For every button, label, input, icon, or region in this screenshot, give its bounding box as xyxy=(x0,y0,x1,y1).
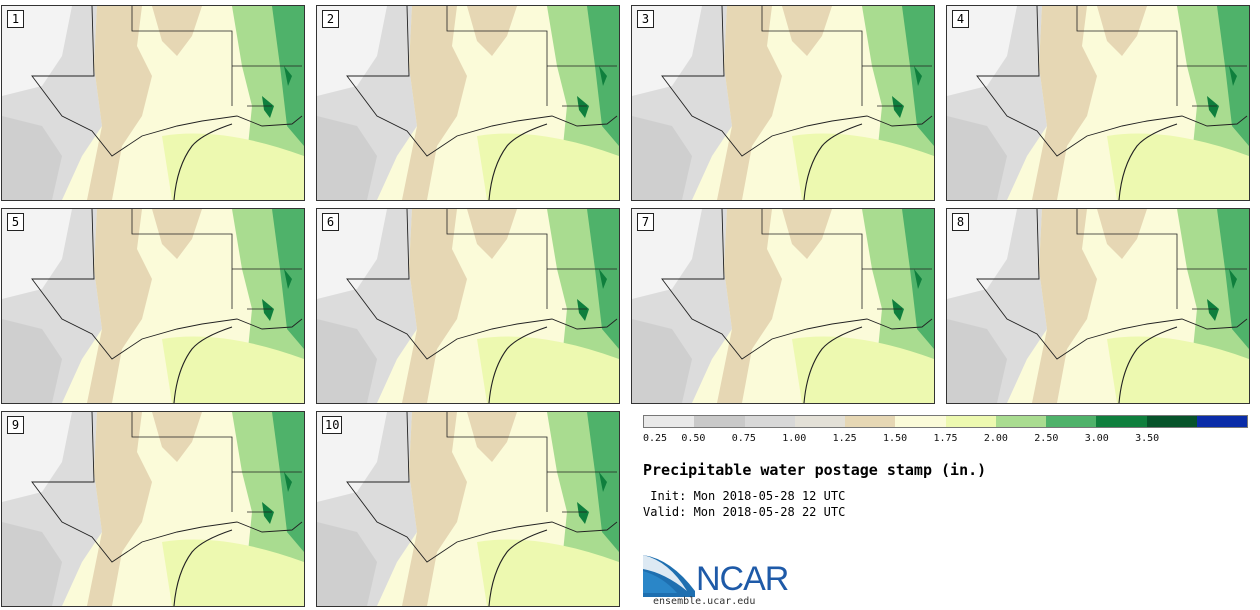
stamp-panel: 7 xyxy=(631,208,935,404)
colorbar-tick-label: 2.00 xyxy=(983,433,1008,444)
stamp-panel: 9 xyxy=(1,411,305,607)
member-number: 7 xyxy=(637,213,654,231)
colorbar-tick-label: 3.00 xyxy=(1084,433,1109,444)
colorbar-tick-label: 0.75 xyxy=(731,433,756,444)
colorbar-tick-label: 1.25 xyxy=(832,433,857,444)
precipitable-water-map xyxy=(317,209,619,403)
colorbar-cell xyxy=(1146,416,1197,427)
precipitable-water-map xyxy=(317,412,619,606)
stamp-panel: 8 xyxy=(946,208,1250,404)
ncar-logo-text: NCAR xyxy=(696,560,789,598)
colorbar-cell xyxy=(945,416,996,427)
precipitable-water-map xyxy=(2,209,304,403)
colorbar-tick-label: 1.50 xyxy=(883,433,908,444)
colorbar-cell xyxy=(1046,416,1097,427)
colorbar-cell xyxy=(794,416,845,427)
valid-time: Valid: Mon 2018-05-28 22 UTC xyxy=(643,505,846,519)
precipitable-water-map xyxy=(632,6,934,200)
colorbar-cell xyxy=(895,416,946,427)
stamp-panel: 2 xyxy=(316,5,620,201)
colorbar xyxy=(643,415,1248,428)
colorbar-cell xyxy=(644,416,695,427)
precipitable-water-map xyxy=(2,412,304,606)
member-number: 6 xyxy=(322,213,339,231)
member-number: 3 xyxy=(637,10,654,28)
stamp-panel: 1 xyxy=(1,5,305,201)
member-number: 4 xyxy=(952,10,969,28)
colorbar-cell xyxy=(694,416,745,427)
colorbar-tick-label: 1.75 xyxy=(933,433,958,444)
colorbar-tick-label: 2.50 xyxy=(1034,433,1059,444)
precipitable-water-map xyxy=(317,6,619,200)
member-number: 5 xyxy=(7,213,24,231)
member-number: 1 xyxy=(7,10,24,28)
colorbar-tick-label: 0.25 xyxy=(642,433,668,444)
ncar-logo-icon xyxy=(643,555,695,597)
colorbar-cell xyxy=(995,416,1046,427)
colorbar-cell xyxy=(1196,416,1247,427)
colorbar-tick-label: 1.00 xyxy=(782,433,807,444)
colorbar-cell xyxy=(845,416,896,427)
chart-title: Precipitable water postage stamp (in.) xyxy=(643,461,987,479)
member-number: 10 xyxy=(322,416,343,434)
precipitable-water-map xyxy=(632,209,934,403)
stamp-panel: 4 xyxy=(946,5,1250,201)
precipitable-water-map xyxy=(947,209,1249,403)
precipitable-water-map xyxy=(947,6,1249,200)
stamp-panel: 3 xyxy=(631,5,935,201)
member-number: 2 xyxy=(322,10,339,28)
init-time: Init: Mon 2018-05-28 12 UTC xyxy=(643,489,846,503)
stamp-panel: 5 xyxy=(1,208,305,404)
stamp-panel: 6 xyxy=(316,208,620,404)
member-number: 8 xyxy=(952,213,969,231)
stamp-panel: 10 xyxy=(316,411,620,607)
website-url: ensemble.ucar.edu xyxy=(653,596,756,607)
colorbar-cell xyxy=(1096,416,1147,427)
colorbar-cell xyxy=(744,416,795,427)
colorbar-tick-labels: 0.25 0.50 0.75 1.00 1.25 1.50 1.75 2.00 2.50 3.00… xyxy=(643,433,1248,447)
colorbar-tick-label: 3.50 xyxy=(1135,433,1160,444)
colorbar-tick-label: 0.50 xyxy=(681,433,706,444)
precipitable-water-map xyxy=(2,6,304,200)
member-number: 9 xyxy=(7,416,24,434)
